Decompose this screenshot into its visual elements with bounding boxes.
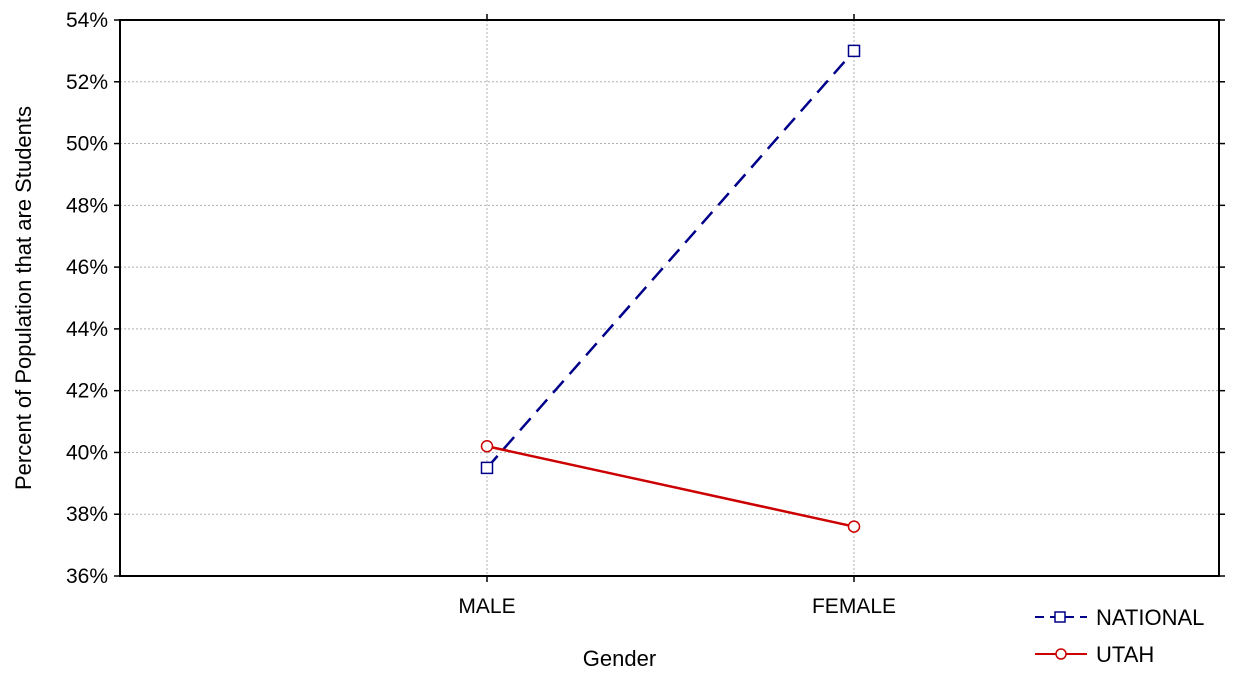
x-axis-ticks: MALE FEMALE xyxy=(458,14,896,618)
legend-item-national: NATIONAL xyxy=(1035,605,1204,630)
series-line xyxy=(486,50,855,469)
y-tick-label: 50% xyxy=(66,133,108,156)
y-tick-label: 52% xyxy=(66,71,108,94)
series-line xyxy=(486,445,855,528)
y-tick-label: 38% xyxy=(66,503,108,526)
x-tick-label: FEMALE xyxy=(812,595,896,618)
data-point xyxy=(480,461,494,475)
y-tick-label: 48% xyxy=(66,194,108,217)
y-tick-label: 44% xyxy=(66,318,108,341)
x-tick-label: MALE xyxy=(458,595,515,618)
y-tick-label: 40% xyxy=(66,441,108,464)
data-point xyxy=(847,520,861,533)
y-tick-label: 54% xyxy=(66,9,108,32)
series-lines xyxy=(480,44,861,533)
y-tick-label: 42% xyxy=(66,380,108,403)
legend-marker xyxy=(1054,611,1066,623)
plot-area-frame xyxy=(119,19,1220,577)
data-point xyxy=(847,44,861,58)
legend-label: NATIONAL xyxy=(1096,605,1204,630)
series-utah xyxy=(480,440,861,533)
data-point xyxy=(480,440,494,453)
legend-label: UTAH xyxy=(1096,642,1154,667)
legend-marker xyxy=(1055,648,1067,660)
y-axis-title: Percent of Population that are Students xyxy=(11,106,36,490)
series-national xyxy=(480,44,861,475)
y-tick-label: 46% xyxy=(66,256,108,279)
legend: NATIONAL UTAH xyxy=(1035,605,1204,667)
gridlines xyxy=(120,20,1219,576)
x-axis-title: Gender xyxy=(583,646,656,671)
y-tick-label: 36% xyxy=(66,565,108,588)
legend-item-utah: UTAH xyxy=(1035,642,1154,667)
y-axis-ticks: 36% 38% 40% 42% 44% 46% 48% 50% 52% 54% xyxy=(66,9,1225,588)
